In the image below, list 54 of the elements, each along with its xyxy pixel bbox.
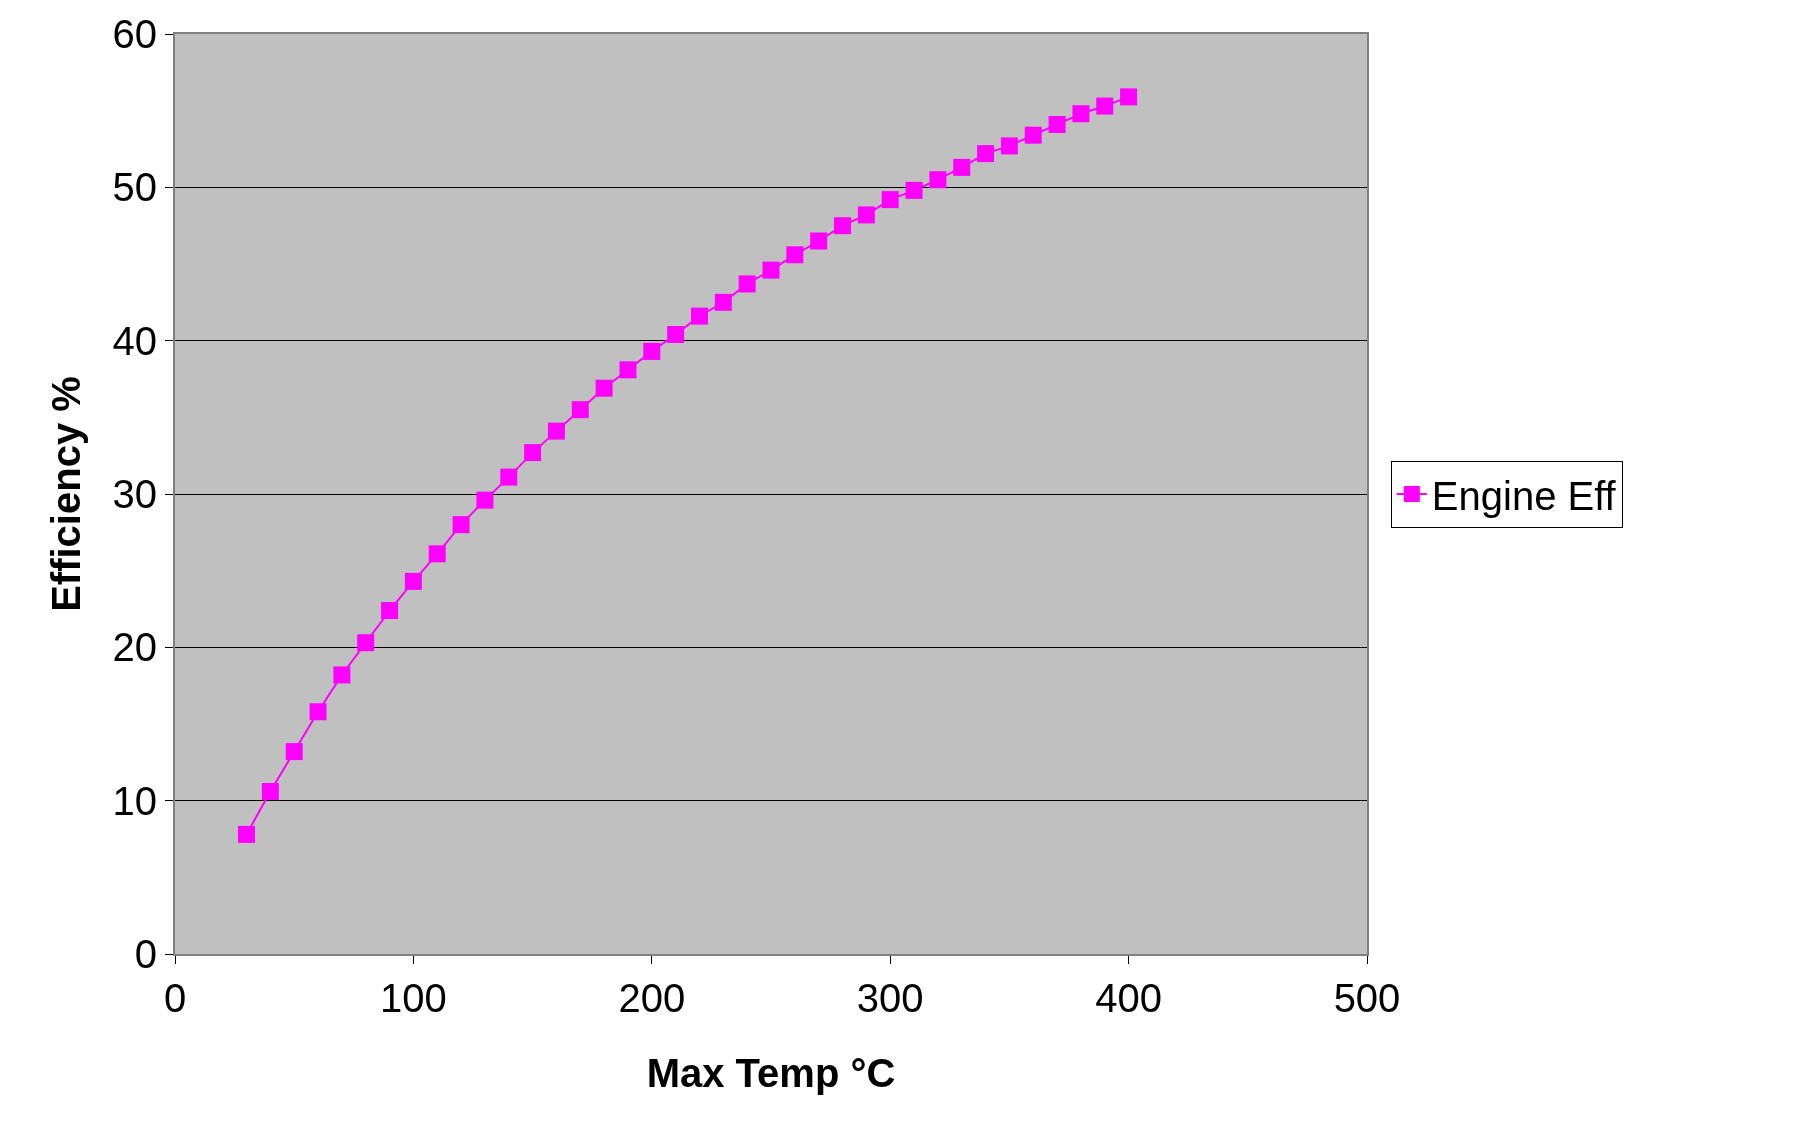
point — [261, 782, 279, 800]
y-tick-label: 0 — [134, 932, 157, 976]
x-tick-label: 0 — [163, 976, 187, 1020]
point — [357, 634, 375, 652]
point — [857, 206, 875, 224]
point — [953, 158, 971, 176]
legend-label: Engine Eff — [1431, 473, 1617, 518]
point — [476, 491, 494, 509]
y-axis-title: Efficiency % — [43, 376, 88, 612]
point — [500, 468, 518, 486]
point — [667, 326, 685, 344]
point — [381, 602, 399, 620]
x-tick-label: 500 — [1333, 976, 1401, 1020]
x-axis-title: Max Temp °C — [646, 1051, 896, 1095]
point — [452, 516, 470, 534]
point — [1120, 88, 1138, 106]
point — [714, 293, 732, 311]
point — [929, 171, 947, 189]
point — [643, 342, 661, 360]
point — [1048, 115, 1066, 133]
point — [285, 743, 303, 761]
y-tick-label: 10 — [112, 778, 157, 823]
point — [595, 379, 613, 397]
x-tick-label: 400 — [1095, 976, 1162, 1020]
point — [428, 545, 446, 563]
point — [524, 444, 542, 462]
point — [881, 191, 899, 209]
point — [977, 145, 995, 163]
y-tick-label: 20 — [112, 625, 157, 670]
x-tick-label: 200 — [618, 976, 686, 1020]
y-tick-label: 40 — [112, 318, 157, 363]
point — [905, 181, 923, 199]
point — [404, 572, 422, 590]
x-tick-label: 300 — [856, 976, 924, 1020]
point — [762, 261, 780, 279]
point — [1024, 126, 1042, 144]
point — [834, 217, 852, 235]
y-tick-label: 60 — [112, 12, 157, 56]
point — [571, 401, 589, 419]
point — [786, 246, 804, 264]
point — [1072, 105, 1090, 123]
point — [309, 703, 327, 721]
point — [333, 666, 351, 684]
y-tick-label: 50 — [112, 165, 157, 210]
point — [238, 825, 256, 843]
point — [1000, 137, 1018, 155]
point — [547, 422, 565, 440]
point — [810, 232, 828, 250]
point — [738, 275, 756, 293]
point — [1096, 97, 1114, 115]
y-tick-label: 30 — [112, 472, 157, 516]
x-tick-label: 100 — [380, 976, 447, 1020]
point — [690, 307, 708, 325]
point — [619, 361, 637, 379]
